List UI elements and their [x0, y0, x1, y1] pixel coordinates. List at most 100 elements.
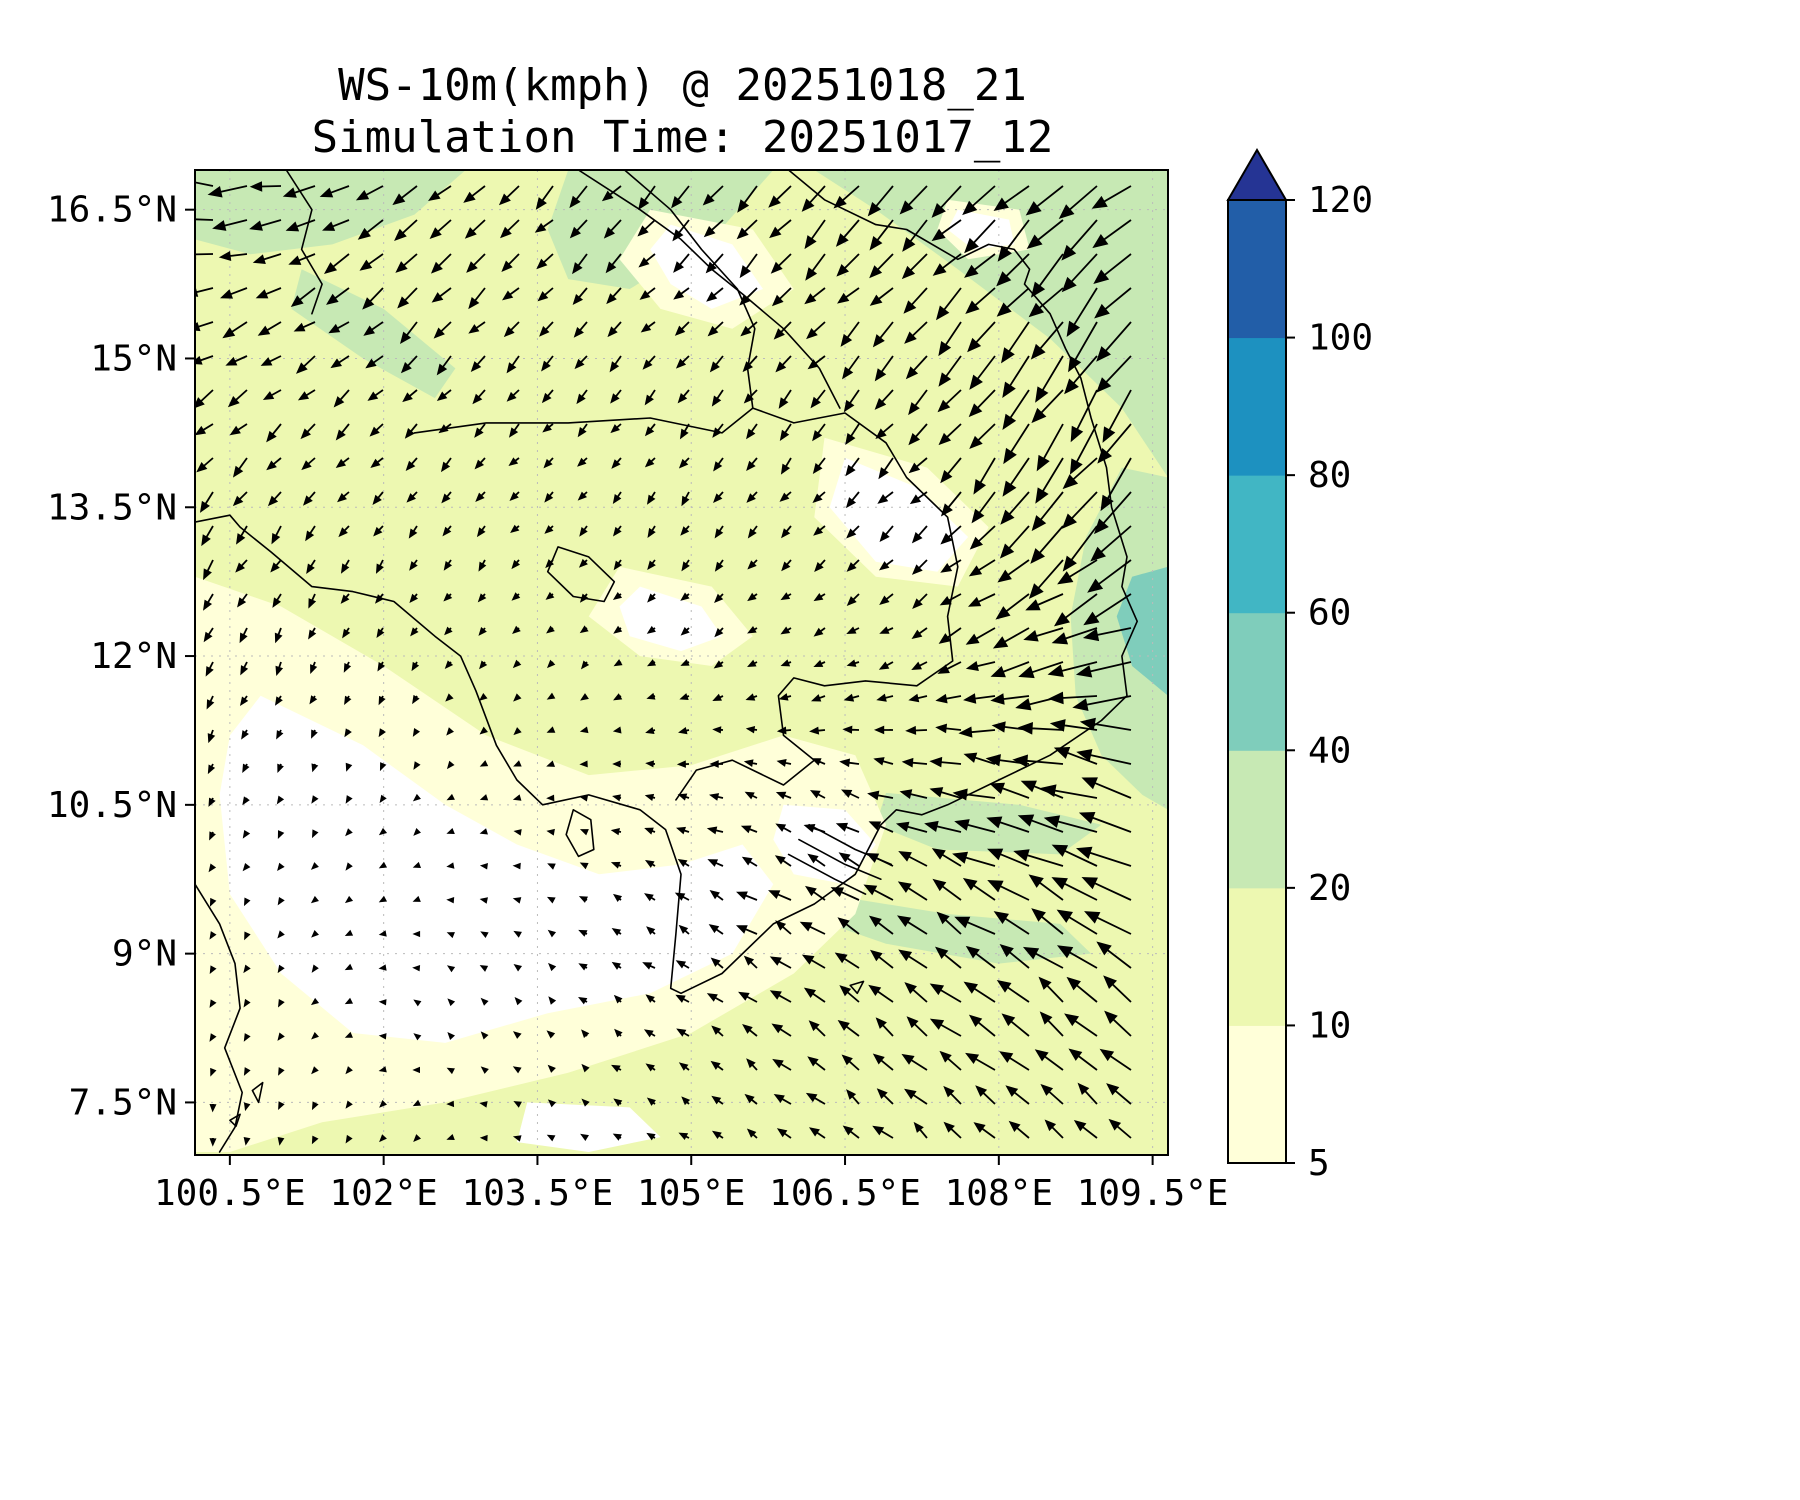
wind-arrow: [646, 491, 656, 505]
wind-arrow: [904, 1088, 928, 1105]
wind-arrow: [646, 1097, 656, 1106]
wind-arrow: [770, 253, 792, 274]
wind-arrow: [242, 829, 251, 839]
wind-arrow: [809, 726, 826, 735]
wind-arrow: [579, 525, 588, 537]
wind-arrow: [480, 1031, 489, 1040]
wind-arrow: [801, 954, 826, 969]
colorbar-segment: [1228, 200, 1286, 339]
wind-arrow: [674, 321, 690, 336]
wind-arrow: [1023, 627, 1064, 642]
wind-arrow: [373, 525, 384, 537]
wind-arrow: [646, 692, 656, 700]
colorbar-tick-label: 5: [1308, 1143, 1330, 1184]
wind-arrow: [707, 859, 724, 867]
wind-arrow: [379, 794, 387, 804]
windspeed-contour-region: [619, 586, 722, 652]
wind-arrow: [377, 661, 386, 672]
wind-arrow: [1030, 253, 1064, 298]
wind-arrow: [511, 559, 521, 570]
wind-arrow: [1092, 219, 1132, 249]
wind-arrow: [243, 998, 251, 1008]
wind-arrow: [836, 253, 860, 277]
wind-arrow: [413, 1033, 422, 1041]
x-tick-label: 103.5°E: [462, 1173, 614, 1214]
wind-arrow: [834, 952, 860, 969]
wind-arrow: [943, 1121, 962, 1139]
wind-arrow: [310, 661, 318, 674]
wind-arrow: [644, 827, 656, 835]
wind-arrow: [869, 287, 894, 306]
wind-arrow: [326, 287, 350, 305]
y-tick-label: 16.5°N: [47, 190, 177, 231]
wind-arrow: [446, 760, 455, 770]
mekong-channel: [787, 853, 867, 895]
wind-arrow: [257, 321, 282, 336]
wind-arrow: [209, 1103, 217, 1113]
wind-arrow: [708, 924, 724, 935]
wind-arrow: [1061, 491, 1098, 529]
wind-arrow: [344, 695, 352, 706]
wind-arrow: [1075, 661, 1132, 678]
wind-arrow: [1096, 321, 1132, 362]
wind-arrow: [311, 964, 319, 973]
wind-arrow: [965, 660, 996, 672]
wind-arrow: [743, 389, 758, 404]
wind-arrow: [1031, 491, 1064, 532]
wind-arrow: [276, 729, 284, 740]
x-tick-label: 105°E: [637, 1173, 745, 1214]
wind-arrow: [503, 321, 520, 338]
wind-arrow: [781, 525, 792, 539]
wind-arrow: [547, 1099, 557, 1108]
colorbar-segment: [1228, 750, 1286, 889]
wind-arrow: [805, 253, 826, 281]
wind-arrow: [678, 457, 690, 469]
wind-arrow: [392, 185, 418, 206]
wind-arrow: [929, 756, 962, 768]
wind-arrow: [446, 862, 455, 869]
wind-arrow: [1064, 355, 1098, 395]
wind-arrow: [646, 1132, 656, 1141]
country-border-thailand-laos-nw: [285, 170, 323, 315]
wind-arrow: [610, 828, 622, 836]
wind-arrow: [901, 253, 928, 280]
wind-arrow: [195, 389, 214, 408]
wind-arrow: [813, 525, 826, 536]
wind-arrow: [345, 1066, 353, 1075]
wind-arrow: [323, 253, 350, 275]
wind-arrow: [707, 321, 724, 337]
wind-arrow: [311, 1101, 319, 1111]
wind-arrow: [1047, 661, 1098, 677]
wind-arrow: [614, 1028, 623, 1038]
wind-arrow: [675, 960, 690, 969]
wind-arrow: [514, 996, 523, 1006]
wind-arrow: [470, 355, 486, 373]
wind-arrow: [747, 625, 758, 634]
colorbar-tick-label: 60: [1308, 593, 1351, 634]
wind-arrow: [1106, 1083, 1132, 1105]
wind-arrow: [1081, 777, 1132, 799]
wind-arrow: [774, 855, 792, 867]
wind-arrow: [311, 729, 318, 739]
wind-arrow: [779, 491, 792, 502]
wind-arrow: [227, 389, 248, 408]
wind-arrow: [999, 944, 1030, 969]
wind-arrow: [938, 355, 962, 387]
wind-arrow: [344, 963, 353, 971]
wind-arrow: [837, 287, 860, 304]
wind-arrow: [739, 287, 758, 306]
wind-arrow: [643, 1029, 656, 1038]
wind-arrow: [413, 761, 421, 770]
wind-arrow: [872, 1053, 894, 1071]
wind-arrow: [468, 321, 486, 334]
wind-arrow: [208, 863, 217, 873]
wind-arrow: [780, 659, 792, 667]
wind-arrow: [804, 885, 826, 901]
wind-arrow: [409, 593, 419, 603]
wind-arrow: [477, 593, 487, 603]
wind-arrow: [975, 1085, 996, 1105]
wind-arrow: [509, 491, 520, 502]
wind-arrow: [243, 1067, 251, 1076]
wind-arrow: [408, 525, 418, 539]
